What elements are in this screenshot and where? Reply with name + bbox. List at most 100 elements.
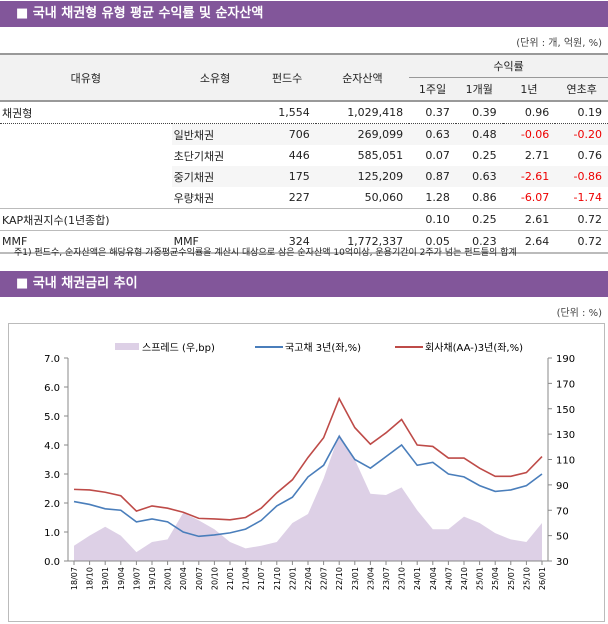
col-returns: 수익률: [409, 54, 608, 78]
x-tick: 23/07: [382, 567, 391, 590]
col-ytd: 연초후: [555, 77, 608, 101]
col-1m: 1개월: [455, 77, 503, 101]
cell-m1: 0.86: [472, 191, 497, 204]
cell-w1: 1.28: [425, 191, 450, 204]
cell-major: [0, 145, 172, 166]
cell-w1: 0.63: [409, 123, 456, 145]
cell-major: [0, 166, 172, 187]
y-left-tick: 4.0: [44, 441, 60, 452]
col-1y: 1년: [502, 77, 556, 101]
cell-funds: 446: [288, 149, 310, 162]
cell-funds: 1,554: [278, 106, 310, 119]
x-tick: 25/04: [491, 567, 500, 590]
cell-y1: -0.06: [502, 123, 556, 145]
returns-table: 대유형 소유형 펀드수 순자산액 수익률 1주일 1개월 1년 연초후 채권형 1…: [0, 53, 608, 254]
cell-major: [0, 187, 172, 209]
x-tick: 20/01: [164, 567, 173, 590]
cell-m1: 0.23: [472, 235, 497, 248]
cell-major: MMF: [2, 235, 28, 248]
legend-label: 회사채(AA-)3년(좌,%): [425, 342, 523, 354]
legend-label: 스프레드 (우,bp): [142, 342, 215, 354]
table-row: 채권형 1,554 1,029,418 0.37 0.39 0.96 0.19: [0, 101, 608, 124]
cell-ytd: 0.76: [577, 149, 603, 162]
cell-m1: 0.25: [472, 149, 497, 162]
section-title: ■ 국내 채권금리 추이: [16, 276, 138, 291]
cell-y1: 0.96: [524, 106, 550, 119]
x-tick: 21/10: [273, 567, 282, 590]
y-right-tick: 130: [556, 430, 575, 441]
cell-aum: 585,051: [357, 149, 404, 162]
cell-y1: 2.61: [524, 213, 550, 226]
x-tick: 22/04: [304, 567, 313, 590]
y-left-tick: 0.0: [44, 557, 60, 568]
y-right-tick: 150: [556, 405, 575, 416]
cell-major: [0, 123, 172, 145]
legend-swatch-spread: [115, 343, 139, 350]
x-tick: 18/10: [86, 567, 95, 590]
table-row: 중기채권 175 125,209 0.87 0.63 -2.61 -0.86: [0, 166, 608, 187]
cell-ytd: -0.20: [555, 123, 608, 145]
cell-ytd: 0.19: [577, 106, 603, 119]
cell-major: KAP채권지수(1년종합): [2, 213, 110, 227]
section-title: ■ 국내 채권형 유형 평균 수익률 및 순자산액: [16, 6, 264, 21]
legend-label: 국고채 3년(좌,%): [285, 342, 361, 354]
y-right-tick: 190: [556, 354, 575, 365]
x-tick: 22/10: [335, 567, 344, 590]
cell-ytd: -0.86: [555, 166, 608, 187]
cell-aum: 1,029,418: [347, 106, 404, 119]
cell-m1: 0.39: [472, 106, 497, 119]
cell-funds: 324: [288, 235, 310, 248]
table-row: 일반채권 706 269,099 0.63 0.48 -0.06 -0.20: [0, 123, 608, 145]
cell-y1: -2.61: [502, 166, 556, 187]
y-right-tick: 170: [556, 379, 575, 390]
cell-w1: 0.10: [425, 213, 450, 226]
x-tick: 20/10: [210, 567, 219, 590]
x-tick: 23/01: [351, 567, 360, 590]
x-tick: 23/10: [398, 567, 407, 590]
x-tick: 18/07: [70, 567, 79, 590]
y-left-tick: 1.0: [44, 528, 60, 539]
y-left-tick: 3.0: [44, 470, 60, 481]
cell-y1: 2.64: [524, 235, 550, 248]
x-tick: 22/07: [320, 567, 329, 590]
cell-aum: 269,099: [315, 123, 410, 145]
y-left-tick: 2.0: [44, 499, 60, 510]
x-tick: 21/07: [257, 567, 266, 590]
y-left-tick: 7.0: [44, 354, 60, 365]
x-tick: 23/04: [366, 567, 375, 590]
cell-minor: 우량채권: [173, 191, 215, 205]
cell-funds: 227: [288, 191, 310, 204]
x-tick: 20/07: [195, 567, 204, 590]
x-tick: 19/07: [132, 567, 141, 590]
x-tick: 24/01: [413, 567, 422, 590]
cell-ytd: 0.72: [577, 235, 603, 248]
section-header-returns: ■ 국내 채권형 유형 평균 수익률 및 순자산액: [0, 1, 608, 27]
cell-w1: 0.07: [425, 149, 450, 162]
col-aum: 순자산액: [315, 54, 410, 101]
cell-m1: 0.48: [455, 123, 503, 145]
table-row: 우량채권 227 50,060 1.28 0.86 -6.07 -1.74: [0, 187, 608, 209]
y-left-tick: 6.0: [44, 383, 60, 394]
cell-aum: 1,772,337: [347, 235, 404, 248]
cell-w1: 0.87: [409, 166, 456, 187]
x-tick: 25/10: [522, 567, 531, 590]
cell-funds: 706: [258, 123, 316, 145]
table-row: 초단기채권 446 585,051 0.07 0.25 2.71 0.76: [0, 145, 608, 166]
col-major: 대유형: [0, 54, 172, 101]
x-tick: 19/01: [101, 567, 110, 590]
col-minor: 소유형: [171, 54, 259, 101]
cell-aum: 50,060: [364, 191, 404, 204]
col-funds: 펀드수: [258, 54, 316, 101]
unit-label: (단위 : 개, 억원, %): [516, 38, 602, 49]
x-tick: 24/07: [444, 567, 453, 590]
spread-area: [74, 434, 542, 561]
cell-m1: 0.63: [455, 166, 503, 187]
cell-major: 채권형: [2, 106, 33, 120]
cell-y1: 2.71: [524, 149, 550, 162]
table-row: KAP채권지수(1년종합) 0.10 0.25 2.61 0.72: [0, 208, 608, 231]
cell-ytd: 0.72: [577, 213, 603, 226]
x-tick: 21/01: [226, 567, 235, 590]
cell-minor: 일반채권: [171, 123, 259, 145]
cell-aum: 125,209: [315, 166, 410, 187]
